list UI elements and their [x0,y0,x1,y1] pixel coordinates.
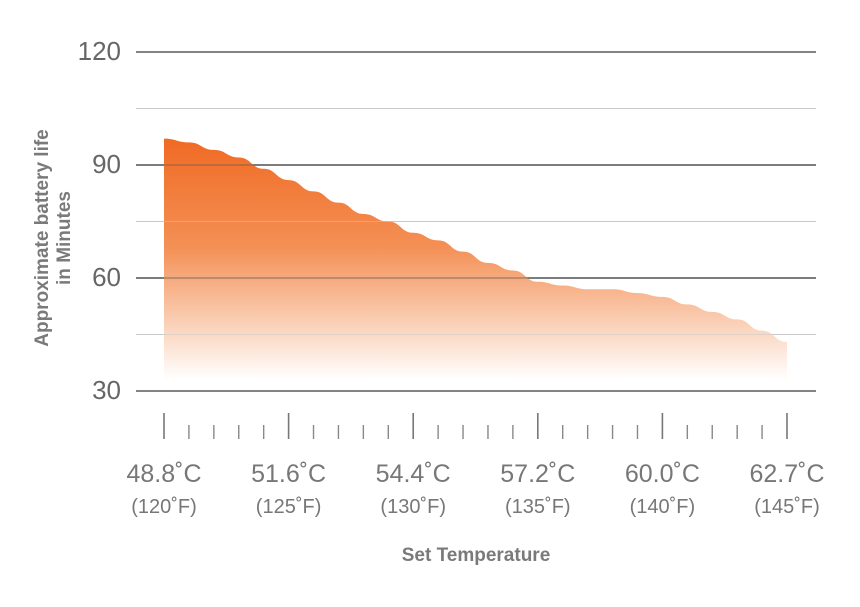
x-tick-label-celsius: 48.8˚C [126,460,201,488]
x-axis: 48.8˚C (120˚F) 51.6˚C (125˚F) 54.4˚C (130˚F) 5… [126,413,825,518]
area-layer [136,108,816,380]
x-tick-label-celsius: 51.6˚C [251,460,326,488]
y-tick-label: 30 [92,375,121,405]
y-axis-title-line: in Minutes [54,191,75,285]
x-tick-label-celsius: 60.0˚C [625,460,700,488]
x-tick-label-celsius: 57.2˚C [500,460,575,488]
y-tick-label: 60 [92,262,121,292]
y-axis-ticks: 120 90 60 30 [78,36,121,405]
y-tick-label: 120 [78,36,121,66]
gridline-overlay [136,108,816,335]
x-tick-label-fahrenheit: (145˚F) [754,496,820,518]
x-tick-label-fahrenheit: (140˚F) [630,496,696,518]
x-axis-title: Set Temperature [402,545,551,566]
x-tick-label-fahrenheit: (120˚F) [131,496,197,518]
y-tick-label: 90 [92,149,121,179]
y-axis-title: Approximate battery lifein Minutes [32,129,75,347]
y-axis-title-line: Approximate battery life [32,129,53,347]
x-tick-label-celsius: 54.4˚C [376,460,451,488]
x-tick-label-celsius: 62.7˚C [749,460,824,488]
battery-life-area [164,138,787,380]
x-tick-label-fahrenheit: (125˚F) [256,496,322,518]
axis-titles: Set Temperature Approximate battery lifei… [32,129,550,566]
x-tick-label-fahrenheit: (130˚F) [380,496,446,518]
x-tick-label-fahrenheit: (135˚F) [505,496,571,518]
